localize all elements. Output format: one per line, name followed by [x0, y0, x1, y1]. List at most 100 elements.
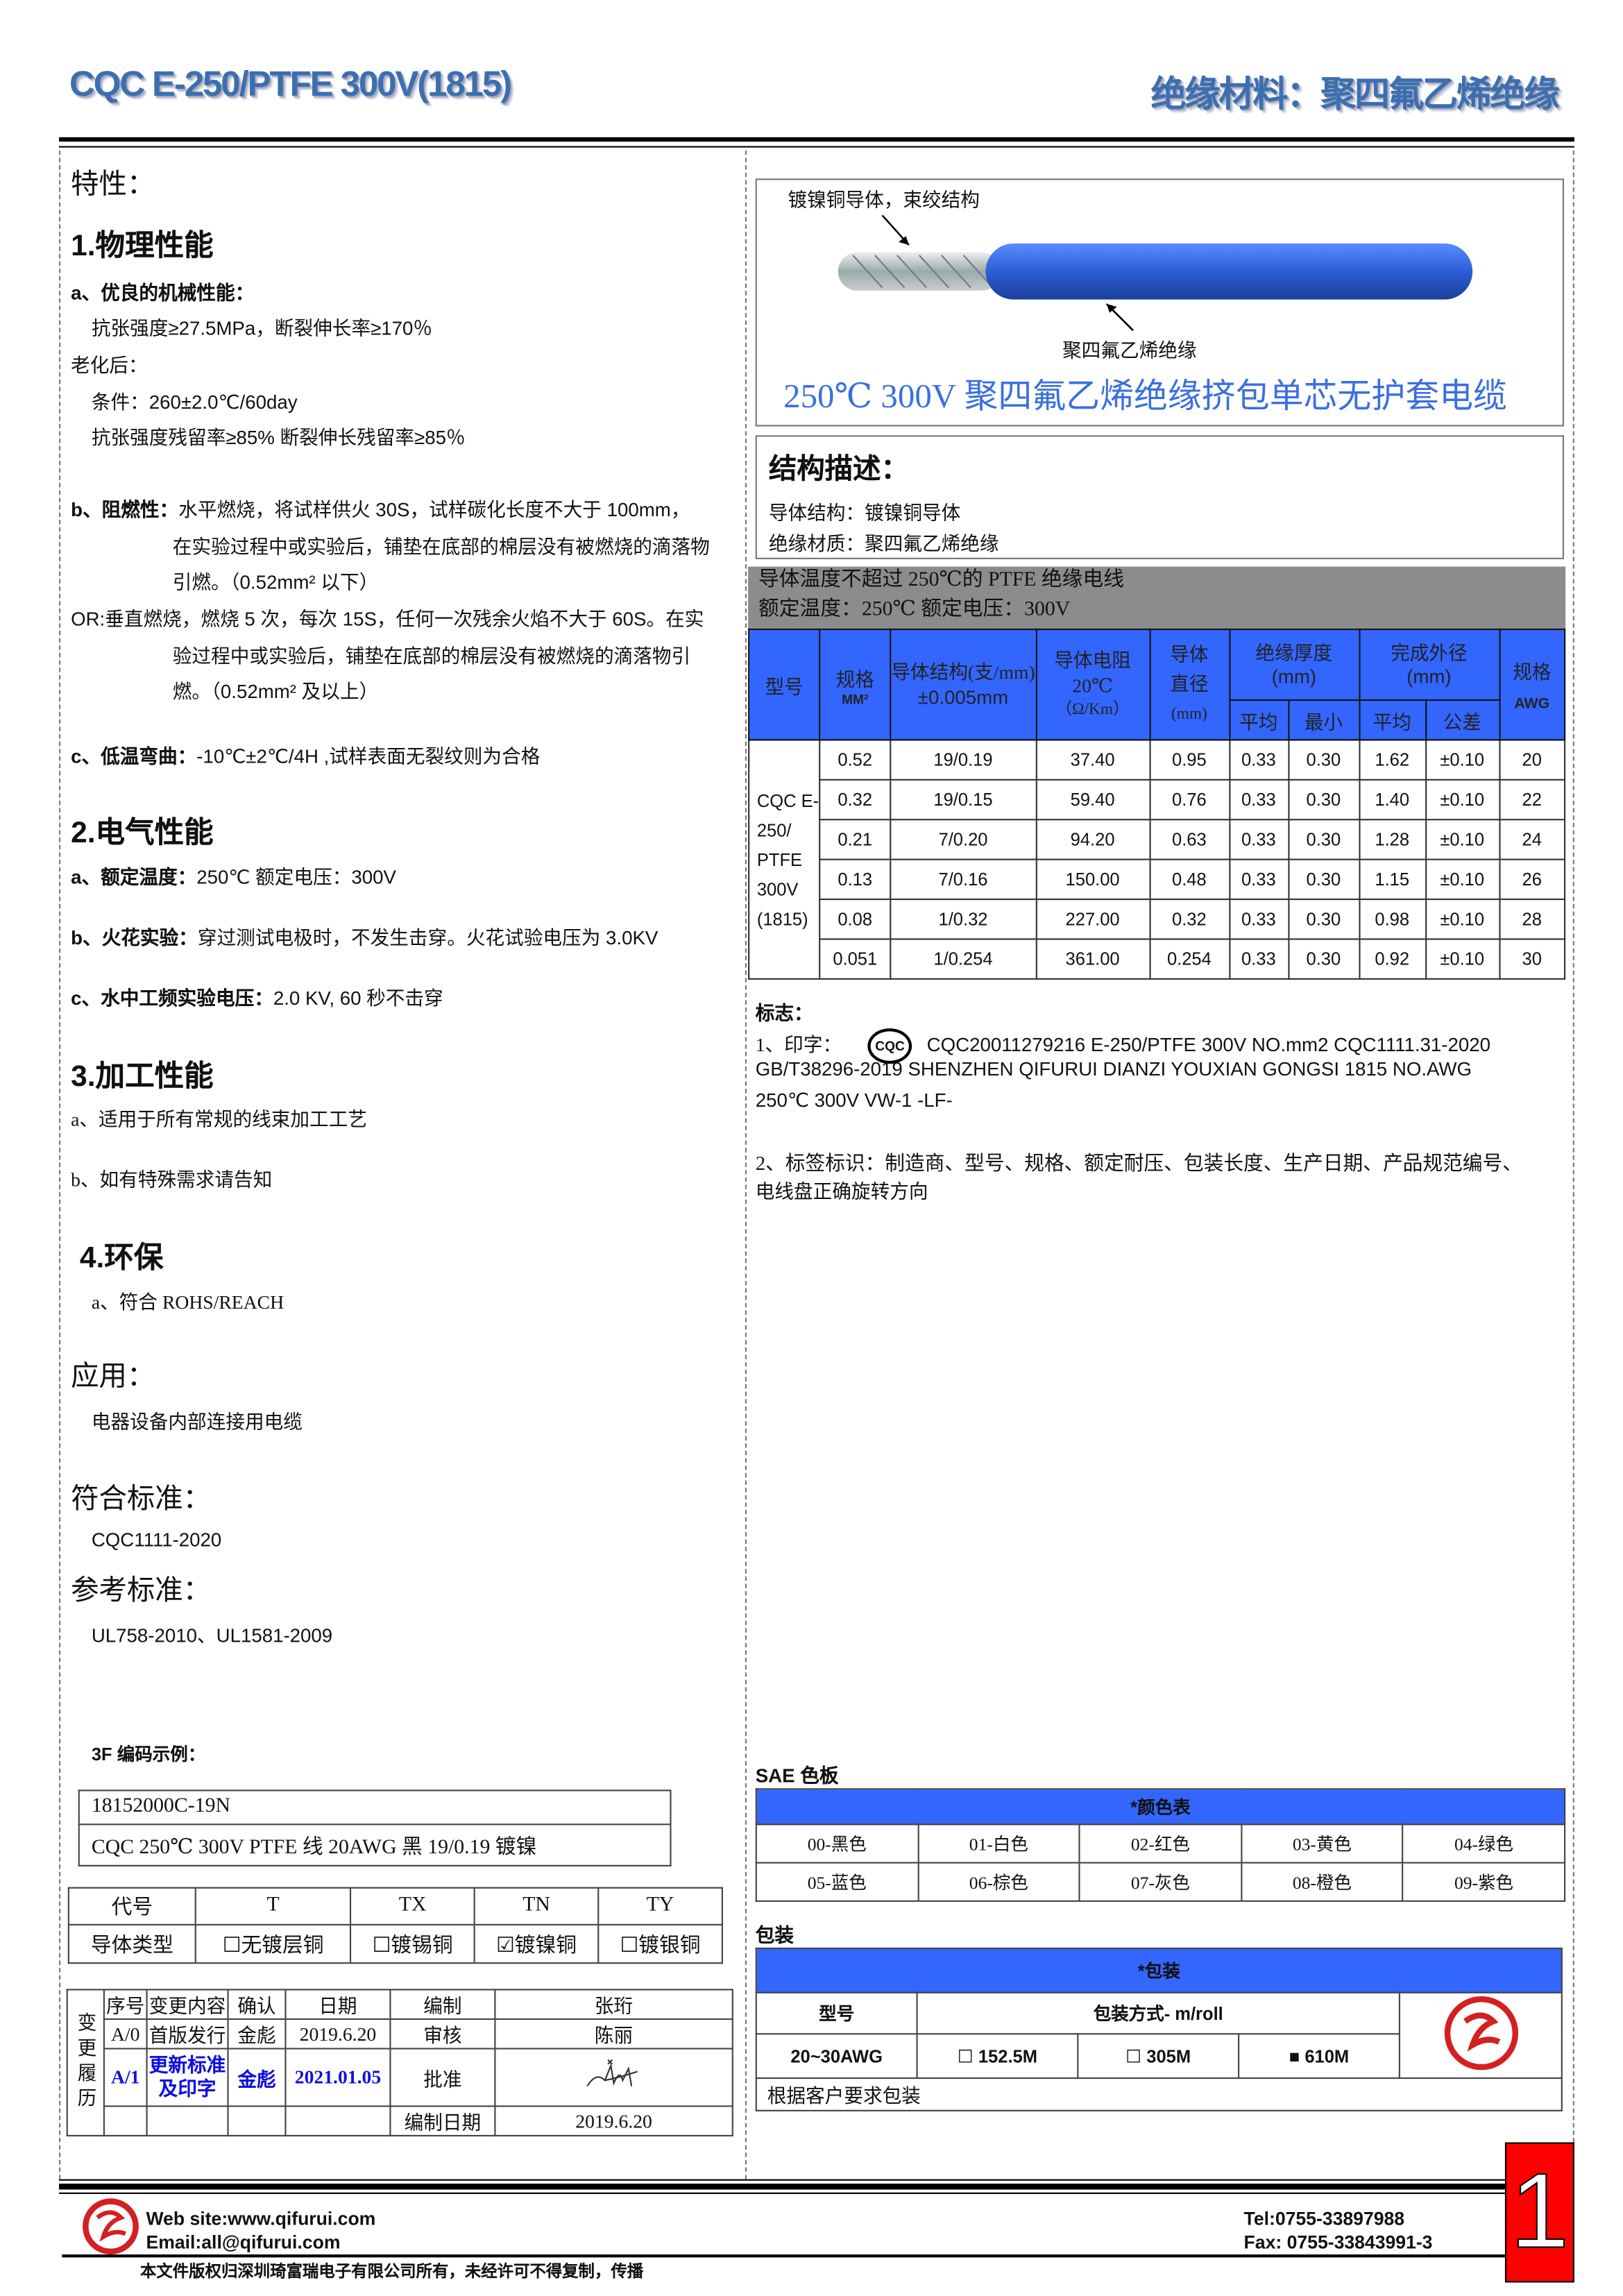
signature: [494, 2048, 733, 2107]
spec-cell: 0.48: [1148, 858, 1230, 901]
spec-cell: 26: [1498, 858, 1566, 901]
conductor-callout: 镀镍铜导体，束绞结构: [788, 189, 980, 212]
spec-cell: 227.00: [1035, 898, 1150, 940]
email-link[interactable]: Email:all@qifurui.com: [146, 2232, 341, 2254]
sae-heading: SAE 色板: [755, 1764, 839, 1787]
col-conductor-tol: ±0.005mm: [917, 686, 1009, 708]
packing-col-method: 包装方式- m/roll: [916, 1991, 1400, 2035]
history-cell: 2021.01.05: [284, 2048, 391, 2107]
spec-cell: 28: [1498, 898, 1566, 940]
spec-cell: 0.32: [1148, 898, 1230, 940]
packing-model: 20~30AWG: [755, 2033, 918, 2080]
features-heading: 特性：: [71, 169, 155, 201]
code-example-description: CQC 250℃ 300V PTFE 线 20AWG 黑 19/0.19 镀镍: [78, 1823, 672, 1866]
conductor-code-table: 代号 T TX TN TY 导体类型 ☐无镀层铜 ☐镀锡铜 ☑镀镍铜 ☐镀银铜: [67, 1887, 723, 1964]
spec-table: 型号 规格 MM² 导体结构(支/mm) ±0.005mm 导体电阻 20℃ （Ω/Km…: [748, 628, 1566, 980]
col-outer-diameter: 完成外径: [1391, 640, 1468, 663]
footer-rule: [59, 2192, 1505, 2194]
packing-note: 根据客户要求包装: [755, 2077, 1563, 2111]
processing-heading: 3.加工性能: [71, 1060, 214, 1094]
physical-heading: 1.物理性能: [71, 230, 214, 263]
history-header: 张珩: [494, 1989, 733, 2021]
divider: [1572, 150, 1574, 2143]
cable-illustration-box: 镀镍铜导体，束绞结构 聚四氟乙烯绝缘 250℃ 300V 聚四氟乙烯绝缘挤包单芯…: [755, 178, 1564, 427]
insulation-jacket: [985, 243, 1473, 300]
copyright-notice: 本文件版权归深圳琦富瑞电子有限公司所有，未经许可不得复制，传播: [140, 2263, 644, 2281]
print-text: 250℃ 300V VW-1 -LF-: [755, 1089, 953, 1112]
option-silver-copper: ☐镀银铜: [597, 1923, 723, 1964]
option-label: 镀银铜: [638, 1934, 701, 1957]
brand-logo: [1398, 1991, 1563, 2080]
website-link[interactable]: Web site:www.qifurui.com: [146, 2209, 376, 2229]
cold-bend-label: c、低温弯曲：: [71, 745, 197, 767]
change-history-table: 变更履历 序号 变更内容 确认 日期 编制 张珩 A/0 首版发行 金彪 2019.6.20 审核…: [66, 1989, 733, 2137]
option-nickel-copper: ☑镀镍铜: [473, 1923, 600, 1964]
spec-cell: 0.254: [1148, 938, 1230, 980]
reference-text: UL758-2010、UL1581-2009: [91, 1624, 333, 1647]
spark-text: 穿过测试电极时，不发生击穿。火花试验电压为 3.0KV: [197, 926, 658, 949]
spec-cell: 0.30: [1287, 779, 1360, 821]
option-bare-copper: ☐无镀层铜: [194, 1923, 352, 1964]
spec-row: 0.08 1/0.32 227.00 0.32 0.33 0.30 0.98 ±0.10 28: [749, 898, 1566, 940]
standard-heading: 符合标准：: [71, 1484, 212, 1515]
spec-cell: 19/0.15: [890, 779, 1037, 821]
structure-insulation: 绝缘材质：聚四氟乙烯绝缘: [768, 532, 999, 555]
option-label: 无镀层铜: [241, 1934, 324, 1957]
spec-cell: 361.00: [1035, 938, 1150, 980]
col-resistance-temp: 20℃: [1072, 673, 1113, 696]
flame-text: 引燃。（0.52mm² 以下）: [172, 570, 379, 593]
code-header: TY: [597, 1887, 723, 1925]
spec-cell: 0.30: [1287, 938, 1360, 980]
rating-band: 导体温度不超过 250℃的 PTFE 绝缘电线 额定温度：250℃ 额定电压：3…: [748, 566, 1566, 629]
history-header: 日期: [284, 1989, 391, 2021]
spec-cell: 1.62: [1358, 739, 1427, 781]
footer-rule: [62, 2254, 1505, 2258]
option-tinned-copper: ☐镀锡铜: [350, 1923, 475, 1964]
print-label: 1、印字：: [755, 1033, 842, 1056]
packing-table: *包装 型号 包装方式- m/roll 20~30AWG ☐ 152.5M ☐ 3…: [755, 1947, 1563, 2111]
checkbox-unchecked-icon: ☐: [222, 1934, 241, 1957]
spec-cell: ±0.10: [1425, 779, 1500, 821]
history-cell: 2019.6.20: [284, 2018, 391, 2050]
spec-cell: 24: [1498, 819, 1566, 860]
col-od-tol: 公差: [1425, 699, 1500, 741]
spec-cell: 0.33: [1228, 938, 1289, 980]
history-cell: 2019.6.20: [494, 2105, 733, 2137]
spec-cell: 150.00: [1035, 858, 1150, 901]
spec-row: 0.32 19/0.15 59.40 0.76 0.33 0.30 1.40 ±0.10 22: [749, 779, 1566, 821]
spec-cell: 19/0.19: [890, 739, 1037, 781]
color-cell: 07-灰色: [1078, 1862, 1242, 1902]
spec-cell: 0.08: [819, 898, 892, 940]
label-text: 2、标签标识：制造商、型号、规格、额定耐压、包装长度、生产日期、产品规范编号、: [755, 1152, 1522, 1175]
checkbox-unchecked-icon: ☐: [620, 1934, 639, 1957]
spec-cell: ±0.10: [1425, 858, 1500, 901]
spec-cell: 22: [1498, 779, 1566, 821]
checkbox-unchecked-icon: ☐: [957, 2046, 978, 2067]
spec-cell: 0.30: [1287, 858, 1360, 901]
spec-cell: ±0.10: [1425, 898, 1500, 940]
history-header: 变更内容: [146, 1989, 229, 2021]
rated-temp-label: a、额定温度：: [71, 866, 197, 889]
application-heading: 应用：: [71, 1361, 155, 1393]
conductor-type-label: 导体类型: [67, 1923, 197, 1964]
col-insulation: 绝缘厚度: [1255, 640, 1333, 663]
color-cell: 08-橙色: [1240, 1862, 1404, 1902]
history-cell: 审核: [389, 2018, 496, 2050]
col-awg-unit: AWG: [1514, 696, 1550, 713]
divider: [59, 150, 61, 2179]
spec-cell: 1.15: [1358, 858, 1427, 901]
cold-bend-text: -10℃±2℃/4H ,试样表面无裂纹则为合格: [196, 745, 541, 767]
spec-cell: 7/0.16: [890, 858, 1037, 901]
spec-cell: ±0.10: [1425, 819, 1500, 860]
color-cell: 01-白色: [917, 1823, 1080, 1864]
spec-cell: 0.30: [1287, 739, 1360, 781]
spec-cell: 1.40: [1358, 779, 1427, 821]
color-cell: 09-紫色: [1402, 1862, 1566, 1902]
checkbox-filled-icon: ■: [1289, 2046, 1305, 2067]
code-example-heading: 3F 编码示例：: [91, 1744, 206, 1765]
col-od-avg: 平均: [1358, 699, 1427, 741]
application-text: 电器设备内部连接用电缆: [91, 1410, 303, 1433]
option-label: 镀镍铜: [514, 1934, 577, 1957]
structure-conductor: 导体结构：镀镍铜导体: [768, 501, 961, 524]
